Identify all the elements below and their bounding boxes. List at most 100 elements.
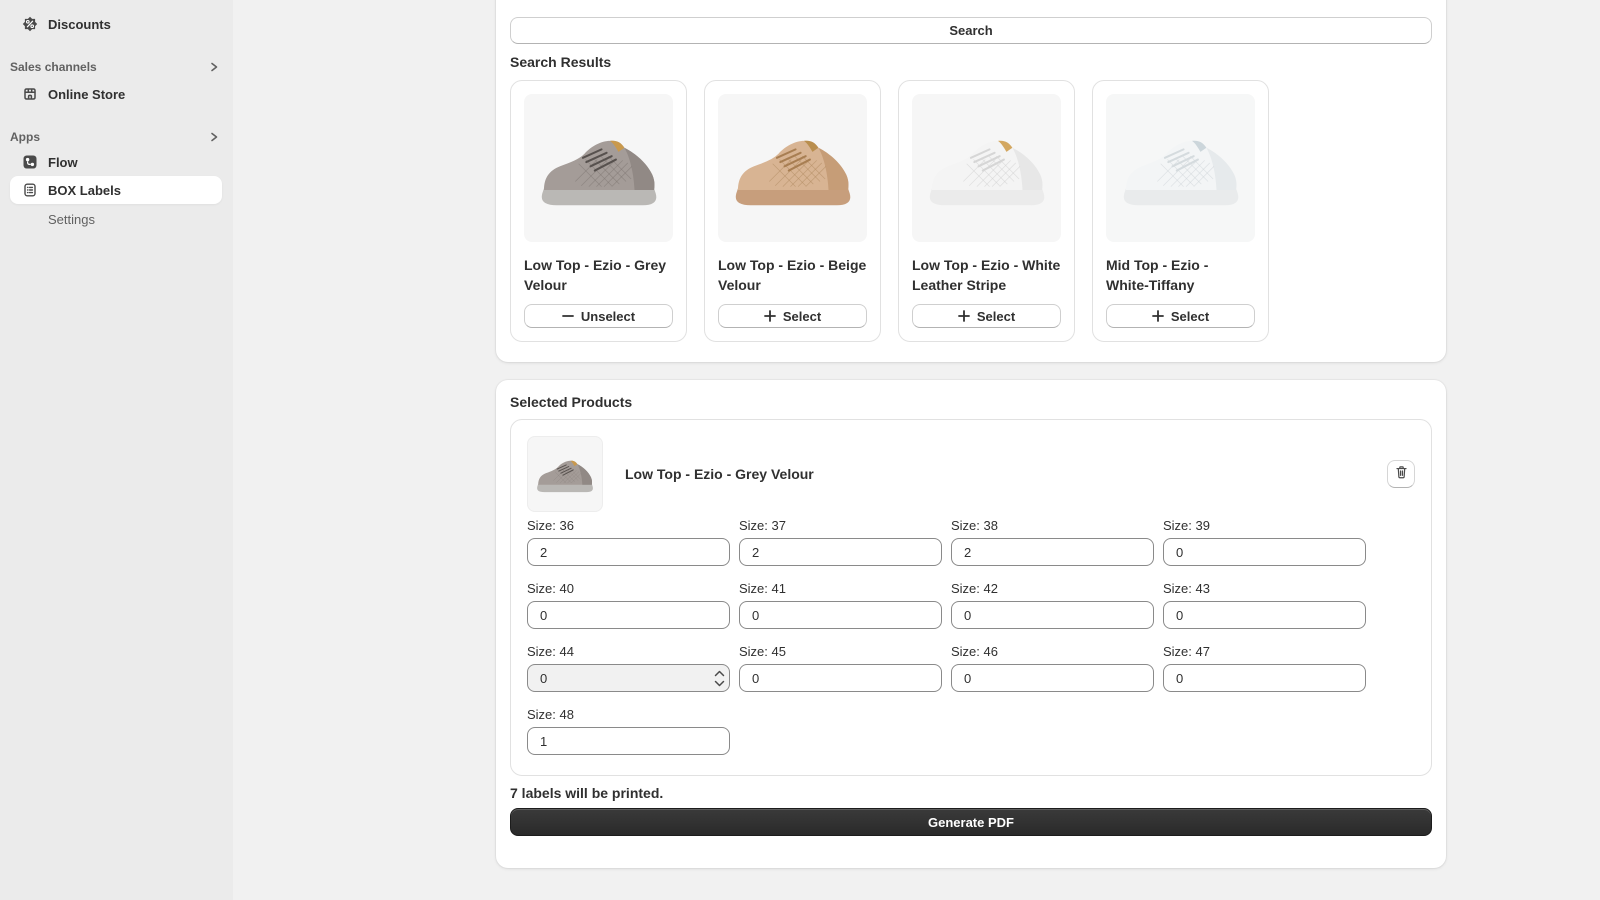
- product-title: Low Top - Ezio - Beige Velour: [718, 257, 867, 293]
- sidebar-item-flow[interactable]: Flow: [10, 148, 222, 176]
- size-input-wrap: [527, 538, 730, 566]
- size-quantity-input[interactable]: [527, 664, 730, 692]
- size-quantity-input[interactable]: [951, 538, 1154, 566]
- product-toggle-button[interactable]: Select: [1106, 304, 1255, 328]
- section-label: Apps: [10, 130, 40, 144]
- size-input-wrap: [527, 601, 730, 629]
- size-label: Size: 41: [739, 581, 786, 596]
- size-input-wrap: [1163, 664, 1366, 692]
- size-input-wrap: [1163, 538, 1366, 566]
- product-toggle-button[interactable]: Select: [718, 304, 867, 328]
- selected-product-thumbnail: [527, 436, 603, 512]
- spinner-up-icon[interactable]: [714, 669, 725, 678]
- toggle-button-label: Unselect: [580, 308, 636, 324]
- size-quantity-input[interactable]: [739, 538, 942, 566]
- sidebar-item-marketing[interactable]: Marketing: [10, 0, 222, 6]
- sidebar-item-box-labels[interactable]: BOX Labels: [10, 176, 222, 204]
- discount-icon: [20, 14, 40, 34]
- product-toggle-button[interactable]: Unselect: [524, 304, 673, 328]
- size-quantity-input[interactable]: [951, 664, 1154, 692]
- product-card: Low Top - Ezio - Grey Velour Unselect: [510, 80, 687, 342]
- size-field: Size: 42: [951, 581, 1154, 629]
- size-input-wrap: [951, 538, 1154, 566]
- selected-products-heading: Selected Products: [510, 394, 633, 410]
- spinner-down-icon[interactable]: [714, 679, 725, 688]
- toggle-button-label: Select: [976, 308, 1016, 324]
- size-label: Size: 48: [527, 707, 574, 722]
- selected-product-title: Low Top - Ezio - Grey Velour: [625, 466, 814, 482]
- chevron-right-icon: [208, 61, 220, 73]
- plus-icon: [1151, 310, 1164, 322]
- sidebar-section-sales-channels[interactable]: Sales channels: [10, 55, 222, 79]
- size-field: Size: 43: [1163, 581, 1366, 629]
- size-label: Size: 46: [951, 644, 998, 659]
- size-quantity-input[interactable]: [951, 601, 1154, 629]
- size-label: Size: 39: [1163, 518, 1210, 533]
- plus-icon: [957, 310, 970, 322]
- size-field: Size: 40: [527, 581, 730, 629]
- search-button[interactable]: Search: [510, 17, 1432, 44]
- product-image: [524, 94, 673, 242]
- size-input-wrap: [739, 538, 942, 566]
- size-label: Size: 37: [739, 518, 786, 533]
- generate-pdf-button[interactable]: Generate PDF: [510, 808, 1432, 836]
- size-label: Size: 36: [527, 518, 574, 533]
- sidebar-item-label: Flow: [48, 154, 78, 170]
- size-quantity-input[interactable]: [1163, 664, 1366, 692]
- size-field: Size: 36: [527, 518, 730, 566]
- size-quantity-input[interactable]: [527, 727, 730, 755]
- sidebar-item-discounts[interactable]: Discounts: [10, 10, 222, 38]
- size-field: Size: 44: [527, 644, 730, 692]
- size-field: Size: 47: [1163, 644, 1366, 692]
- toggle-button-label: Select: [1170, 308, 1210, 324]
- size-label: Size: 42: [951, 581, 998, 596]
- size-field: Size: 48: [527, 707, 730, 755]
- sneaker-illustration: [1123, 140, 1238, 206]
- search-results-grid: Low Top - Ezio - Grey Velour Unselect Lo…: [510, 80, 1432, 342]
- size-input-wrap: [951, 664, 1154, 692]
- sidebar-item-online-store[interactable]: Online Store: [10, 80, 222, 108]
- size-quantity-input[interactable]: [527, 601, 730, 629]
- size-quantity-input[interactable]: [739, 601, 942, 629]
- product-toggle-button[interactable]: Select: [912, 304, 1061, 328]
- size-quantity-input[interactable]: [739, 664, 942, 692]
- product-image: [912, 94, 1061, 242]
- product-title: Mid Top - Ezio - White-Tiffany: [1106, 257, 1209, 293]
- size-label: Size: 38: [951, 518, 998, 533]
- size-input-wrap: [951, 601, 1154, 629]
- product-title: Low Top - Ezio - Grey Velour: [524, 257, 667, 293]
- number-spinner[interactable]: [714, 666, 725, 690]
- sneaker-illustration: [929, 140, 1044, 206]
- flow-icon: [20, 152, 40, 172]
- search-results-heading: Search Results: [510, 54, 612, 70]
- minus-icon: [561, 310, 574, 322]
- size-input-wrap: [739, 664, 942, 692]
- product-card: Low Top - Ezio - Beige Velour Select: [704, 80, 881, 342]
- sidebar-item-settings[interactable]: Settings: [10, 205, 222, 233]
- product-image: [1106, 94, 1255, 242]
- size-input-wrap: [527, 727, 730, 755]
- size-field: Size: 46: [951, 644, 1154, 692]
- product-card: Mid Top - Ezio - White-Tiffany Select: [1092, 80, 1269, 342]
- megaphone-icon: [20, 0, 40, 2]
- size-quantity-input[interactable]: [1163, 538, 1366, 566]
- size-label: Size: 44: [527, 644, 574, 659]
- sidebar-item-label: Discounts: [48, 16, 111, 32]
- size-input-wrap: [1163, 601, 1366, 629]
- size-quantity-input[interactable]: [1163, 601, 1366, 629]
- size-label: Size: 45: [739, 644, 786, 659]
- sneaker-illustration: [541, 140, 656, 206]
- size-label: Size: 43: [1163, 581, 1210, 596]
- labels-count-text: 7 labels will be printed.: [510, 785, 664, 801]
- plus-icon: [763, 310, 776, 322]
- selected-products-panel: Selected Products Low Top - Ezio - Grey …: [496, 380, 1446, 868]
- sizes-grid: Size: 36 Size: 37 Size: 38: [527, 518, 1415, 755]
- size-input-wrap: [527, 664, 730, 692]
- store-icon: [20, 84, 40, 104]
- remove-product-button[interactable]: [1387, 460, 1415, 488]
- sidebar-section-apps[interactable]: Apps: [10, 125, 222, 149]
- size-field: Size: 45: [739, 644, 942, 692]
- sneaker-illustration: [735, 140, 850, 206]
- size-field: Size: 37: [739, 518, 942, 566]
- size-quantity-input[interactable]: [527, 538, 730, 566]
